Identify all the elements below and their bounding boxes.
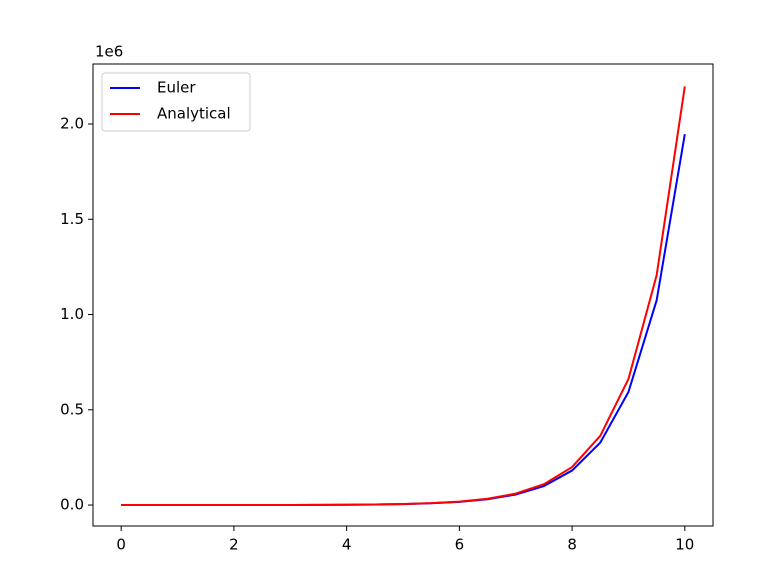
line — [121, 133, 686, 507]
legend-label: Analytical — [157, 105, 231, 123]
x-tick-label: 4 — [342, 536, 352, 554]
x-tick-label: 6 — [455, 536, 465, 554]
x-tick-label: 10 — [675, 536, 694, 554]
line — [121, 86, 686, 507]
y-offset-text: 1e6 — [95, 43, 123, 61]
y-tick-label: 1.5 — [60, 210, 84, 228]
y-tick-label: 0.5 — [60, 400, 84, 418]
legend-label: Euler — [157, 79, 196, 97]
plot-frame — [92, 63, 714, 527]
x-tick-label: 2 — [229, 536, 239, 554]
x-tick-label: 8 — [567, 536, 577, 554]
y-tick-label: 2.0 — [60, 115, 84, 133]
y-tick-label: 0.0 — [60, 496, 84, 514]
y-tick-label: 1.0 — [60, 305, 84, 323]
x-tick-label: 0 — [116, 536, 126, 554]
